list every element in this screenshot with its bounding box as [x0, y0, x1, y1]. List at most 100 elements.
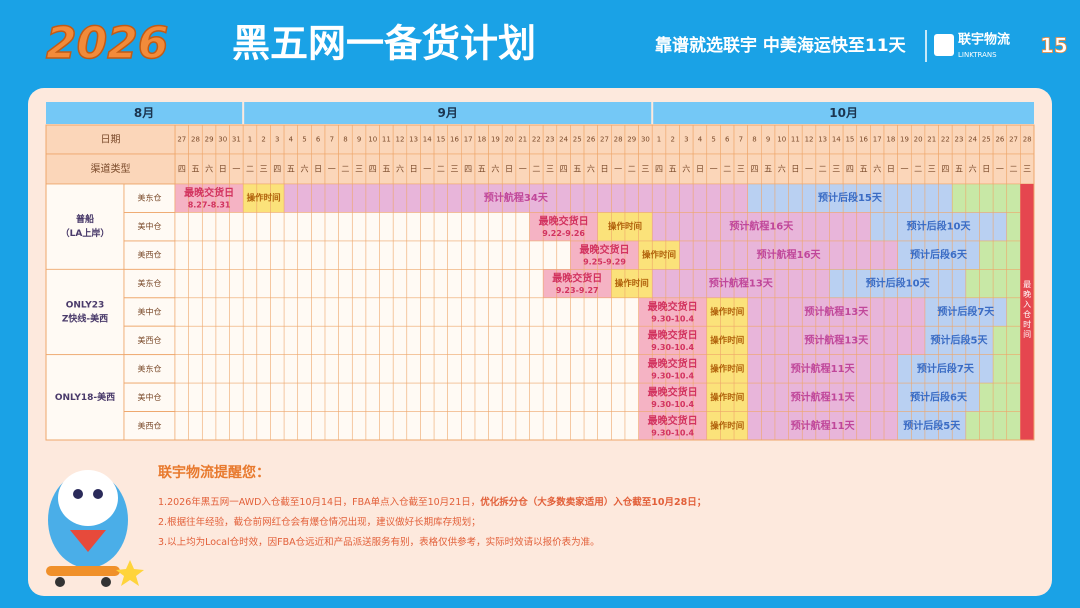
- date-label: 3: [275, 136, 279, 144]
- end-label: 最晚入仓时间: [1023, 280, 1031, 339]
- weekday-label: 三: [737, 165, 745, 174]
- weekday-label: 六: [491, 164, 499, 174]
- weekday-label: 日: [887, 165, 895, 174]
- weekday-label: 四: [655, 165, 663, 174]
- segment-label: 预计航程11天: [791, 390, 856, 403]
- notice-text: 1.2026年黑五网一AWD入仓截至10月14日，FBA单点入仓截至10月21日…: [158, 496, 480, 508]
- date-label: 18: [886, 136, 895, 144]
- notice-bold: 优化拆分仓（大多数卖家适用）入仓截至10月28日；: [480, 496, 706, 508]
- warehouse-label: 美中仓: [138, 307, 162, 317]
- segment-label: 最晚交货日: [580, 243, 630, 256]
- weekday-label: 三: [260, 165, 268, 174]
- group-label: Z快线-美西: [62, 313, 108, 325]
- segment-deadline: [638, 411, 707, 440]
- date-label: 10: [368, 136, 377, 144]
- weekday-label: 二: [819, 165, 827, 174]
- date-label: 2: [670, 136, 674, 144]
- month-label: 9月: [438, 106, 458, 120]
- date-label: 21: [518, 136, 527, 144]
- segment-label: 预计航程13天: [804, 305, 869, 318]
- weekday-label: 五: [764, 165, 772, 174]
- weekday-label: 四: [846, 165, 854, 174]
- segment-empty: [175, 240, 571, 270]
- weekday-label: 日: [219, 165, 227, 174]
- segment-label: 操作时间: [710, 307, 744, 318]
- date-label: 3: [684, 136, 688, 144]
- segment-deadline: [638, 326, 707, 355]
- segment-label: 预计后段7天: [917, 362, 975, 375]
- segment-op: [706, 297, 748, 327]
- segment-label: 预计航程16天: [757, 248, 822, 261]
- anniversary: 15: [1040, 34, 1068, 58]
- segment-label: 预计航程13天: [804, 333, 869, 346]
- weekday-label: 六: [778, 164, 786, 174]
- month-cell: [653, 102, 1034, 124]
- weekday-label: 一: [710, 165, 718, 174]
- segment-op: [243, 184, 285, 213]
- segment-sub: 9.25-9.29: [583, 258, 626, 267]
- segment-tail: [924, 326, 994, 355]
- segment-label: 最晚交货日: [648, 385, 698, 398]
- date-label: 26: [995, 136, 1004, 144]
- segment-green: [979, 240, 1021, 270]
- segment-label: 预计航程13天: [709, 277, 774, 290]
- segment-op: [638, 240, 680, 270]
- segment-deadline: [638, 383, 707, 412]
- segment-label: 预计后段7天: [937, 305, 995, 318]
- date-label: 2: [261, 136, 265, 144]
- warehouse-label: 美中仓: [138, 392, 162, 402]
- weekday-label: 五: [382, 165, 390, 174]
- date-label: 11: [382, 136, 391, 144]
- header-cell: [45, 153, 176, 185]
- title: 黑五网一备货计划: [232, 22, 536, 66]
- date-label: 28: [614, 136, 623, 144]
- month-label: 8月: [134, 106, 154, 120]
- segment-label: 最晚交货日: [184, 186, 234, 199]
- weekday-label: 三: [1023, 165, 1031, 174]
- segment-green: [1006, 297, 1021, 327]
- weekday-label: 二: [437, 165, 445, 174]
- segment-label: 最晚交货日: [648, 300, 698, 313]
- segment-label: 操作时间: [615, 278, 649, 289]
- warehouse-cell: [123, 411, 176, 441]
- segment-label: 最晚交货日: [648, 357, 698, 370]
- weekday-label: 一: [996, 165, 1004, 174]
- weekday-label: 三: [451, 165, 459, 174]
- weekday-label: 六: [873, 164, 881, 174]
- date-label: 24: [968, 136, 977, 144]
- date-label: 30: [641, 136, 650, 144]
- segment-deadline: [638, 354, 707, 384]
- date-label: 13: [818, 136, 827, 144]
- date-label: 21: [927, 136, 936, 144]
- date-label: 25: [982, 136, 991, 144]
- weekday-label: 日: [791, 165, 799, 174]
- notice-title: 联宇物流提醒您：: [158, 464, 270, 481]
- date-label: 12: [396, 136, 405, 144]
- date-label: 7: [330, 136, 334, 144]
- weekday-label: 一: [423, 165, 431, 174]
- segment-green: [952, 184, 1021, 213]
- weekday-label: 四: [464, 165, 472, 174]
- date-label: 18: [477, 136, 486, 144]
- date-label: 29: [205, 136, 214, 144]
- weekday-label: 日: [696, 165, 704, 174]
- weekday-label: 二: [1010, 165, 1018, 174]
- weekday-label: 六: [205, 164, 213, 174]
- weekday-label: 二: [723, 165, 731, 174]
- weekday-label: 二: [532, 165, 540, 174]
- weekday-label: 五: [287, 165, 295, 174]
- segment-label: 预计航程34天: [484, 191, 549, 204]
- weekday-label: 一: [614, 165, 622, 174]
- weekday-label: 三: [641, 165, 649, 174]
- segment-tail: [747, 184, 953, 213]
- date-label: 31: [232, 136, 241, 144]
- date-label: 30: [218, 136, 227, 144]
- weekday-label: 一: [232, 165, 240, 174]
- weekday-label: 四: [941, 165, 949, 174]
- month-cell: [244, 102, 652, 124]
- date-label: 22: [532, 136, 541, 144]
- warehouse-label: 美中仓: [138, 221, 162, 231]
- weekday-label: 日: [601, 165, 609, 174]
- weekday-label: 五: [955, 165, 963, 174]
- header-label: 日期: [101, 134, 121, 146]
